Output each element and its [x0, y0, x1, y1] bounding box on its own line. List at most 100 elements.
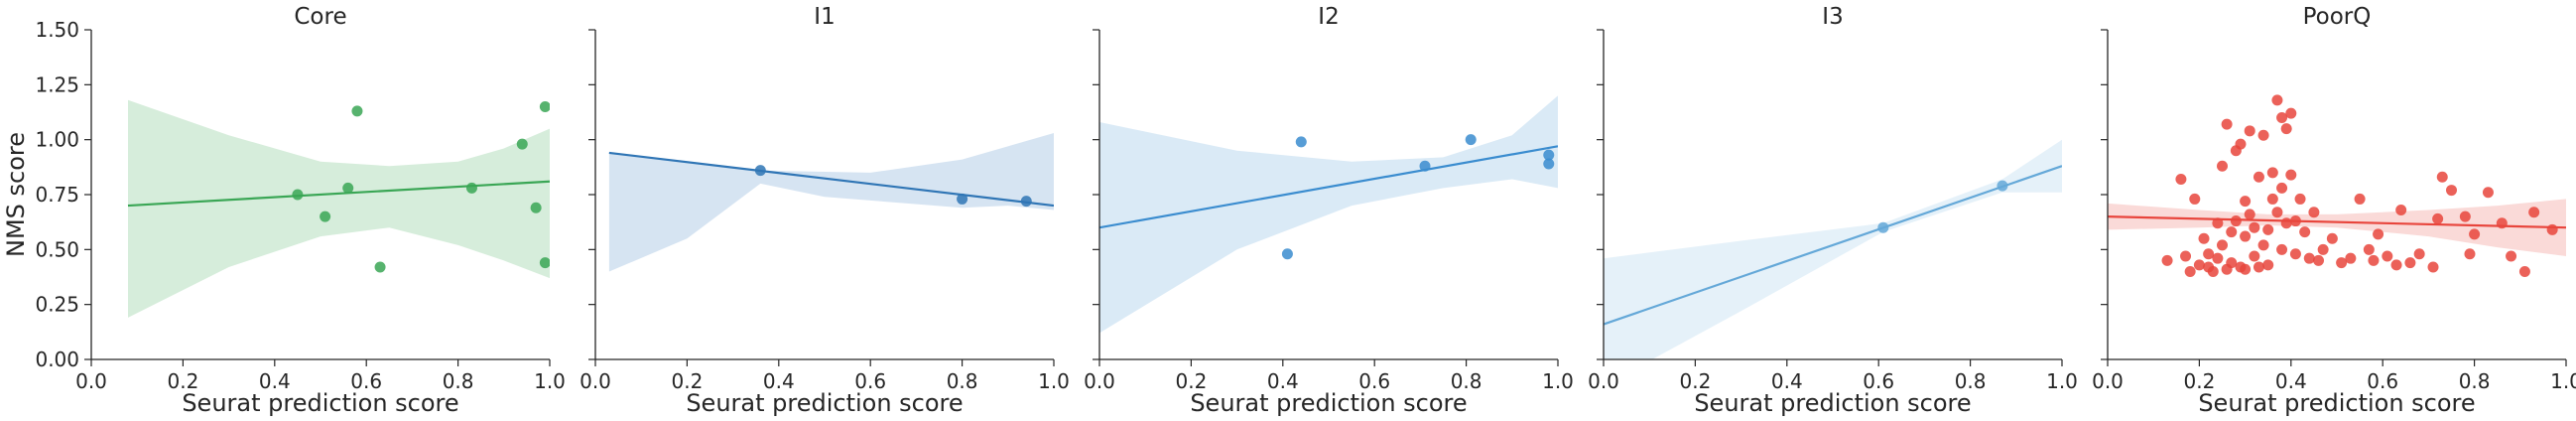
data-point — [2175, 174, 2187, 186]
x-axis-label: Seurat prediction score — [182, 389, 458, 417]
data-point — [2217, 160, 2228, 172]
data-point — [2413, 248, 2425, 260]
data-point — [2528, 207, 2540, 218]
data-point — [2193, 259, 2205, 271]
y-tick-label: 1.00 — [35, 128, 79, 152]
data-point — [1877, 221, 1889, 233]
data-point — [2212, 217, 2224, 229]
data-point — [2257, 129, 2269, 141]
x-tick-label: 0.4 — [763, 369, 795, 393]
x-tick-label: 0.0 — [1084, 369, 1115, 393]
data-point — [2226, 226, 2238, 238]
regression-line — [1099, 145, 1558, 229]
data-point — [1465, 134, 1477, 146]
data-point — [2249, 250, 2260, 262]
data-point — [2336, 257, 2348, 269]
data-point — [2294, 193, 2306, 205]
regression-line — [2108, 215, 2566, 229]
x-tick-label: 0.2 — [671, 369, 703, 393]
y-tick-label: 0.50 — [35, 237, 79, 261]
x-tick-label: 0.0 — [1588, 369, 1619, 393]
data-point — [2299, 226, 2311, 238]
x-tick-label: 0.2 — [2183, 369, 2215, 393]
data-point — [2240, 263, 2252, 275]
x-tick-label: 0.2 — [1679, 369, 1711, 393]
x-axis-label: Seurat prediction score — [1190, 389, 1467, 417]
confidence-band — [2108, 199, 2566, 256]
data-point — [2404, 257, 2416, 269]
data-point — [2184, 265, 2196, 277]
y-tick-label: 1.50 — [35, 18, 79, 42]
data-point — [2436, 171, 2448, 183]
data-point — [2266, 193, 2278, 205]
data-point — [2240, 196, 2252, 208]
y-tick-label: 0.25 — [35, 293, 79, 317]
x-tick-label: 0.6 — [1358, 369, 1390, 393]
data-point — [2373, 228, 2384, 240]
x-tick-label: 0.4 — [259, 369, 291, 393]
plot-area — [1099, 95, 1558, 334]
regression-line — [1604, 165, 2062, 326]
x-tick-label: 0.8 — [1955, 369, 1987, 393]
data-point — [516, 138, 528, 150]
x-tick-label: 1.0 — [2046, 369, 2078, 393]
data-point — [539, 257, 550, 269]
data-point — [1295, 136, 1307, 148]
data-point — [292, 189, 304, 201]
panel-i3: 0.0 0.2 0.4 0.6 0.8 1.0 I3 Seurat prediction sc… — [1588, 4, 2078, 417]
data-point — [1419, 160, 1431, 172]
data-point — [2368, 254, 2380, 266]
x-tick-label: 0.8 — [947, 369, 978, 393]
data-point — [465, 182, 477, 194]
data-point — [754, 165, 766, 177]
data-point — [2363, 243, 2375, 255]
data-point — [2257, 239, 2269, 251]
data-point — [1020, 196, 1032, 208]
data-point — [2395, 204, 2407, 215]
data-point — [2313, 254, 2325, 266]
data-point — [2235, 138, 2247, 150]
data-point — [2518, 265, 2530, 277]
data-point — [2262, 223, 2274, 235]
data-point — [2266, 167, 2278, 179]
x-tick-label: 0.8 — [443, 369, 474, 393]
data-point — [2240, 230, 2252, 242]
data-point — [2326, 232, 2338, 244]
plot-area — [2108, 94, 2566, 277]
panel-core: 0.0 0.2 0.4 0.6 0.8 1.0 0.00 0.25 0.50 0.75 1.00 1.… — [35, 4, 565, 417]
x-tick-label: 0.2 — [167, 369, 198, 393]
data-point — [2289, 248, 2301, 260]
plot-area — [127, 99, 550, 318]
panel-title: Core — [294, 4, 346, 30]
data-point — [2280, 217, 2292, 229]
panel-title: I1 — [814, 4, 835, 30]
data-point — [2280, 123, 2292, 135]
facet-panels: 0.0 0.2 0.4 0.6 0.8 1.0 0.00 0.25 0.50 0.75 1.00 1.… — [35, 4, 2576, 417]
x-axis-label: Seurat prediction score — [686, 389, 963, 417]
data-point — [374, 261, 386, 273]
data-point — [2221, 118, 2233, 130]
x-tick-label: 0.6 — [1863, 369, 1894, 393]
data-point — [2446, 185, 2457, 197]
data-point — [2276, 243, 2288, 255]
x-tick-label: 0.0 — [2092, 369, 2124, 393]
data-point — [957, 193, 968, 205]
x-tick-label: 1.0 — [1038, 369, 1070, 393]
data-point — [2317, 243, 2329, 255]
data-point — [539, 100, 550, 112]
confidence-band — [1604, 139, 2062, 359]
data-point — [2382, 250, 2393, 262]
data-point — [2345, 252, 2357, 264]
data-point — [2189, 193, 2201, 205]
data-point — [2161, 254, 2173, 266]
x-axis-label: Seurat prediction score — [1694, 389, 1971, 417]
x-tick-label: 0.4 — [1771, 369, 1803, 393]
data-point — [2230, 215, 2242, 227]
data-point — [2308, 207, 2320, 218]
panel-title: I2 — [1318, 4, 1339, 30]
data-point — [2289, 215, 2301, 227]
data-point — [2271, 207, 2283, 218]
confidence-band — [608, 133, 1054, 272]
confidence-band — [1099, 95, 1558, 334]
data-point — [2198, 232, 2210, 244]
